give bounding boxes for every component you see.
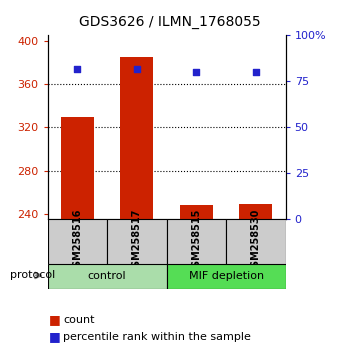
Bar bbox=[167, 219, 226, 264]
Text: percentile rank within the sample: percentile rank within the sample bbox=[63, 332, 251, 342]
Point bbox=[134, 66, 139, 72]
Bar bbox=[48, 264, 167, 289]
Point bbox=[253, 69, 258, 75]
Text: GSM258530: GSM258530 bbox=[251, 209, 261, 274]
Text: count: count bbox=[63, 315, 95, 325]
Text: control: control bbox=[88, 272, 126, 281]
Text: GDS3626 / ILMN_1768055: GDS3626 / ILMN_1768055 bbox=[79, 15, 261, 29]
Bar bbox=[180, 205, 213, 219]
Bar bbox=[239, 204, 272, 219]
Bar bbox=[120, 57, 153, 219]
Text: MIF depletion: MIF depletion bbox=[189, 272, 264, 281]
Bar bbox=[167, 264, 286, 289]
Point bbox=[74, 66, 80, 72]
Bar bbox=[107, 219, 167, 264]
Text: GSM258517: GSM258517 bbox=[132, 209, 142, 274]
Point bbox=[193, 69, 199, 75]
Text: GSM258516: GSM258516 bbox=[72, 209, 82, 274]
Bar bbox=[48, 219, 107, 264]
Text: ■: ■ bbox=[49, 313, 61, 326]
Bar bbox=[61, 116, 94, 219]
Text: ■: ■ bbox=[49, 331, 61, 343]
Text: GSM258515: GSM258515 bbox=[191, 209, 201, 274]
Bar bbox=[226, 219, 286, 264]
Text: protocol: protocol bbox=[10, 270, 55, 280]
